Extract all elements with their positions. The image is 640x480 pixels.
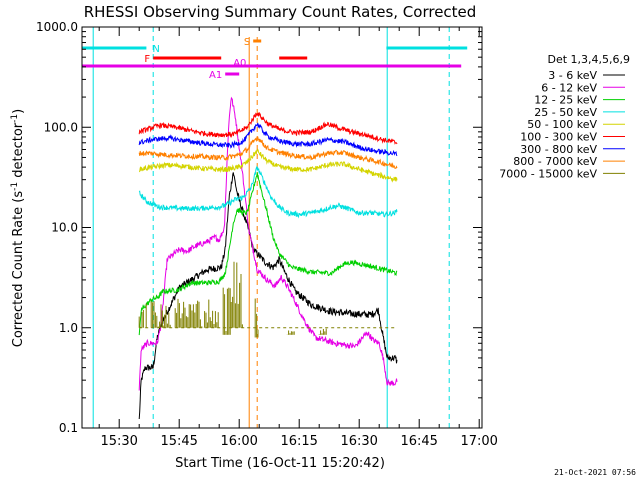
x-axis-label: Start Time (16-Oct-11 15:20:42) xyxy=(175,456,385,471)
legend-label-0: 3 - 6 keV xyxy=(548,69,597,82)
series-line-6 xyxy=(138,122,398,157)
flag-label-a0: A0 xyxy=(233,58,246,69)
plot-area: NF S A0 A1 xyxy=(82,27,468,428)
y-axis-label-part-1: Corrected Count Rate (s xyxy=(11,191,26,348)
x-tick-label: 16:15 xyxy=(280,434,317,449)
x-tick-label: 16:45 xyxy=(400,434,437,449)
series-line-3 xyxy=(138,165,398,219)
series-line-4 xyxy=(138,148,398,183)
legend-label-8: 7000 - 15000 keV xyxy=(499,167,597,180)
x-tick-label: 15:45 xyxy=(160,434,197,449)
series-line-5 xyxy=(138,112,398,145)
y-axis-label-part-3: ) xyxy=(11,109,26,114)
x-tick-label: 16:30 xyxy=(340,434,377,449)
y-axis-label-sup-2: -1 xyxy=(10,114,20,123)
y-axis-label-part-2: detector xyxy=(11,122,26,182)
legend-label-1: 6 - 12 keV xyxy=(541,81,597,94)
legend-label-2: 12 - 25 keV xyxy=(534,94,597,107)
y-tick-label: 10.0 xyxy=(51,221,78,235)
flag-label-a1: A1 xyxy=(209,70,222,81)
x-tick-label: 17:00 xyxy=(460,434,497,449)
flag-label-s: S xyxy=(244,37,250,48)
plot-frame xyxy=(81,26,483,429)
footer-date: 21-Oct-2021 07:56 xyxy=(554,468,636,477)
legend-label-7: 800 - 7000 keV xyxy=(513,155,597,168)
legend-label-6: 300 - 800 keV xyxy=(520,143,597,156)
x-tick-label: 15:30 xyxy=(100,434,137,449)
y-tick-label: 0.1 xyxy=(59,421,78,435)
y-tick-label: 100.0 xyxy=(44,120,78,134)
legend-label-4: 50 - 100 keV xyxy=(527,118,597,131)
legend-label-5: 100 - 300 keV xyxy=(520,131,597,144)
series-line-1 xyxy=(138,96,398,391)
x-tick-label: 16:00 xyxy=(220,434,257,449)
flag-label-f: F xyxy=(144,54,150,65)
y-tick-label: 1000.0 xyxy=(36,20,78,34)
y-tick-label: 1.0 xyxy=(59,321,78,335)
series-line-2 xyxy=(138,172,398,336)
y-axis-label-sup-1: -1 xyxy=(10,182,20,191)
series-line-7 xyxy=(138,136,398,169)
legend-title: Det 1,3,4,5,6,9 xyxy=(547,53,630,66)
legend-label-3: 25 - 50 keV xyxy=(534,106,597,119)
chart-title: RHESSI Observing Summary Count Rates, Co… xyxy=(84,3,477,21)
y-axis-label: Corrected Count Rate (s-1 detector-1) xyxy=(10,109,26,347)
axis-ticks: 0.1 1.0 10.0 100.0 1000.0 15:30 15:45 16:00 16:1… xyxy=(36,20,498,449)
flag-label-n: N xyxy=(152,44,159,55)
